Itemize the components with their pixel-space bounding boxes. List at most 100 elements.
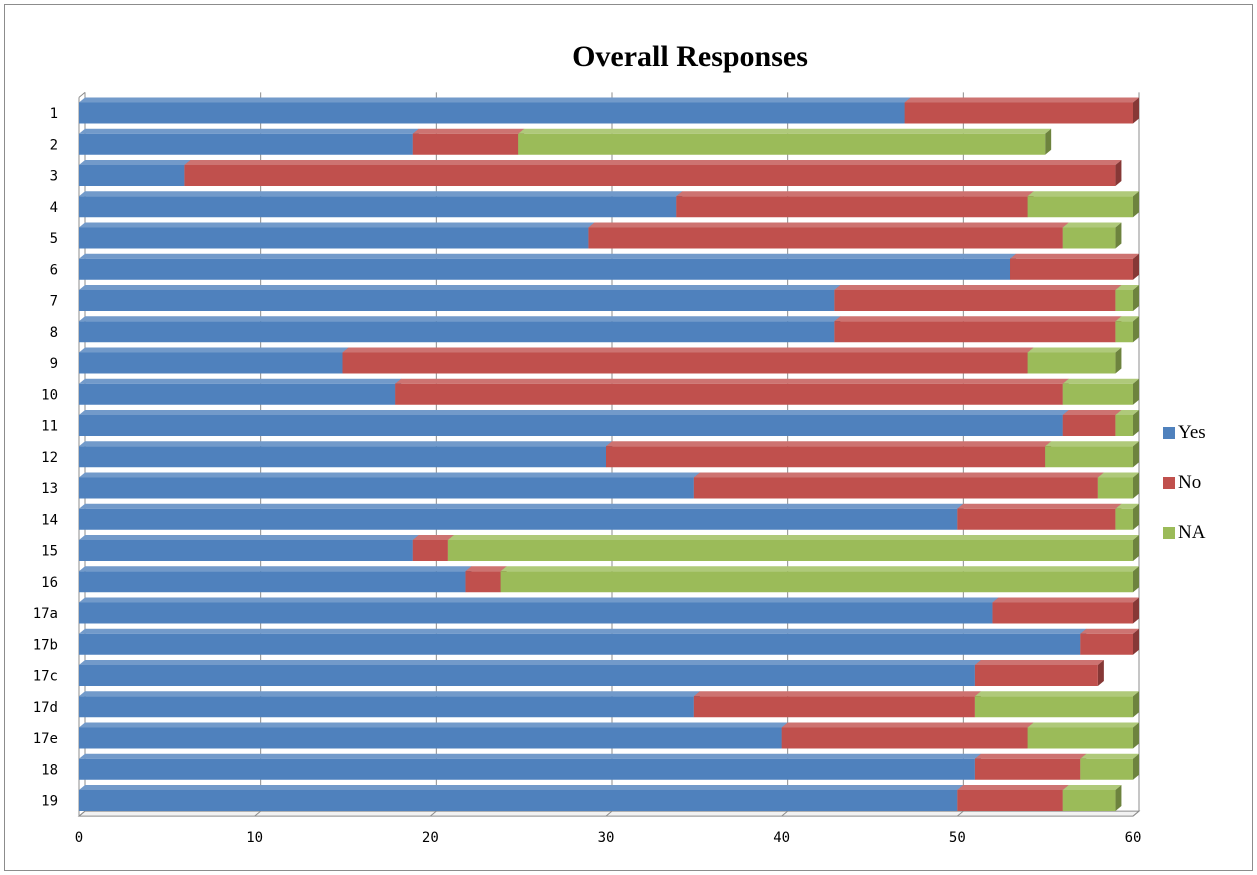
bar-segment — [834, 316, 1122, 343]
bar-segment — [834, 285, 1122, 311]
bar-segment — [184, 160, 1122, 186]
wall-top-edge — [78, 91, 86, 98]
category-label: 5 — [50, 231, 58, 247]
bar-segment — [904, 97, 1139, 124]
bar-segment — [1027, 347, 1122, 374]
bar-segment — [1027, 722, 1139, 749]
legend-label: NA — [1178, 521, 1206, 543]
legend-label: Yes — [1178, 421, 1206, 443]
bar-segment — [974, 691, 1139, 718]
category-label: 13 — [41, 481, 58, 497]
bar-segment — [79, 566, 472, 593]
category-label: 1 — [50, 106, 58, 122]
category-label: 14 — [41, 512, 58, 528]
bar-segment — [1097, 472, 1139, 499]
x-tick-label: 60 — [1125, 830, 1142, 846]
legend-item: Yes — [1163, 420, 1206, 445]
bar-segment — [1115, 503, 1139, 530]
bar-segment — [693, 691, 981, 718]
floor-tick-4 — [781, 810, 788, 817]
category-label: 17c — [33, 669, 58, 685]
bar-segment — [1062, 410, 1122, 436]
legend-label: No — [1178, 471, 1202, 493]
category-label: 17e — [33, 731, 58, 747]
category-label: 17a — [33, 606, 58, 622]
bar-segment — [395, 378, 1069, 405]
bar-segment — [79, 128, 419, 155]
x-tick-label: 50 — [949, 830, 966, 846]
floor-tick-3 — [605, 810, 613, 817]
bar-segment — [79, 535, 419, 561]
bar-segment — [1115, 410, 1139, 436]
bar-segment — [412, 128, 525, 155]
category-label: 16 — [41, 575, 58, 591]
category-label: 3 — [50, 169, 58, 185]
bar-segment — [1080, 753, 1139, 780]
category-label: 18 — [41, 762, 58, 778]
bar-segment — [1115, 285, 1139, 311]
bar-segment — [79, 472, 700, 499]
bar-segment — [79, 503, 964, 530]
bar-segment — [606, 441, 1052, 468]
category-label: 11 — [41, 419, 58, 435]
category-label: 2 — [50, 137, 58, 153]
category-label: 7 — [50, 294, 58, 310]
category-label: 8 — [50, 325, 58, 341]
bar-segment — [992, 597, 1139, 624]
bar-segment — [342, 347, 1034, 374]
x-tick-label: 30 — [598, 830, 615, 846]
bar-segment — [957, 785, 1069, 811]
bar-segment — [957, 503, 1122, 530]
bar-segment — [1062, 222, 1122, 249]
legend-swatch — [1163, 476, 1175, 489]
legend-item: No — [1163, 470, 1206, 495]
floor-tick-2 — [430, 810, 437, 817]
category-label: 12 — [41, 450, 58, 466]
x-tick-label: 20 — [422, 830, 439, 846]
bar-segment — [79, 691, 700, 718]
bar-segment — [79, 597, 999, 624]
bar-segment — [79, 410, 1069, 436]
bar-segment — [1062, 785, 1122, 811]
bar-segment — [1045, 441, 1139, 468]
bar-segment — [79, 253, 1017, 280]
bar-segment — [79, 785, 964, 811]
bar-segment — [781, 722, 1034, 749]
category-label: 17d — [33, 700, 58, 716]
bar-segment — [465, 566, 507, 593]
bar-segment — [79, 347, 349, 374]
x-tick-label: 10 — [246, 830, 263, 846]
legend-swatch — [1163, 426, 1175, 439]
bar-segment — [974, 660, 1104, 686]
bar-segment — [500, 566, 1140, 593]
category-label: 9 — [50, 356, 58, 372]
bar-segment — [588, 222, 1069, 249]
category-label: 4 — [50, 200, 58, 216]
bar-segment — [693, 472, 1104, 499]
bar-segment — [79, 222, 595, 249]
floor-tick-0 — [78, 810, 86, 817]
category-label: 10 — [41, 387, 58, 403]
floor-tick-5 — [957, 810, 964, 817]
bar-segment — [676, 191, 1034, 218]
bar-segment — [79, 722, 788, 749]
bar-segment — [79, 660, 981, 686]
bar-segment — [518, 128, 1052, 155]
bar-segment — [79, 753, 981, 780]
bar-segment — [79, 378, 402, 405]
legend: Yes No NA — [1163, 420, 1206, 570]
category-label: 19 — [41, 794, 58, 810]
floor-tick-6 — [1132, 810, 1140, 817]
bar-segment — [1115, 316, 1139, 343]
bar-segment — [1080, 628, 1139, 655]
bar-segment — [1010, 253, 1139, 280]
bar-segment — [1027, 191, 1139, 218]
bar-segment — [79, 160, 191, 186]
bar-segment — [79, 628, 1087, 655]
bar-segment — [79, 191, 683, 218]
x-tick-label: 0 — [75, 830, 83, 846]
bar-segment — [79, 441, 612, 468]
bar-segment — [79, 97, 911, 124]
category-label: 15 — [41, 544, 58, 560]
